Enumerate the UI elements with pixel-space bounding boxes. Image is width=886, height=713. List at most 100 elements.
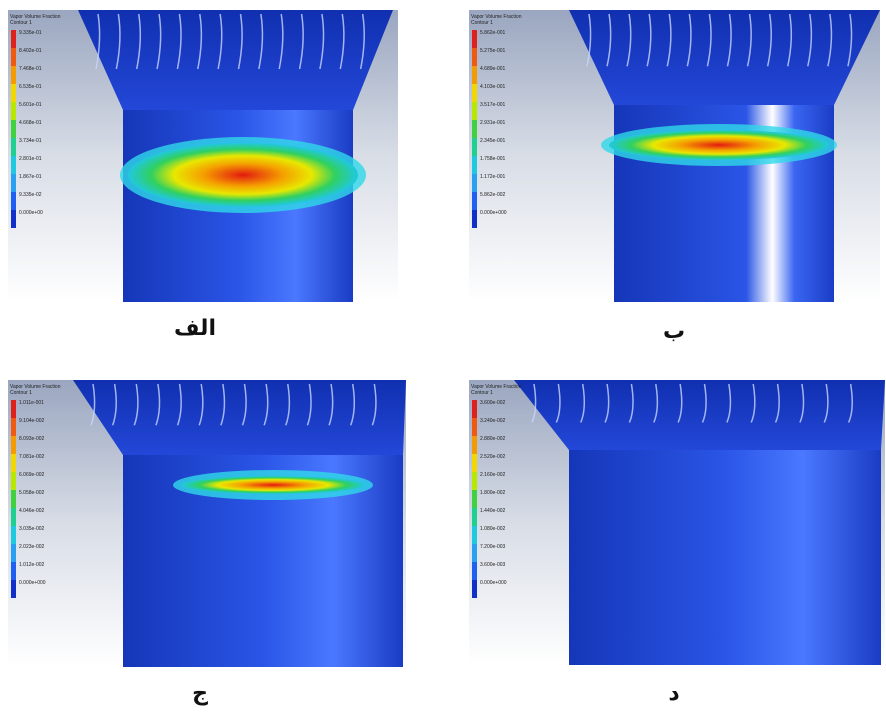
legend-swatch — [472, 138, 477, 156]
legend-swatch — [472, 490, 477, 508]
vapor-band — [609, 130, 829, 160]
legend-value: 1.011e-001 — [19, 400, 44, 406]
legend-value: 2.931e-001 — [480, 120, 506, 126]
legend-swatch — [11, 580, 16, 598]
legend-swatch — [11, 454, 16, 472]
legend-value: 1.758e-001 — [480, 156, 506, 162]
legend-swatch — [472, 156, 477, 174]
legend-swatch — [472, 102, 477, 120]
legend-swatch — [472, 472, 477, 490]
legend-swatch — [472, 120, 477, 138]
legend-value: 5.058e-002 — [19, 490, 45, 496]
legend-value: 3.240e-002 — [480, 418, 506, 424]
legend-swatch — [11, 210, 16, 228]
legend-swatch — [472, 66, 477, 84]
legend-value: 0.000e+000 — [480, 580, 507, 586]
legend-value: 1.867e-01 — [19, 174, 42, 180]
legend-swatch — [11, 490, 16, 508]
legend-swatch — [11, 174, 16, 192]
legend-value: 5.862e-001 — [480, 30, 506, 36]
legend-swatch — [11, 544, 16, 562]
panel-label: ب — [663, 319, 685, 344]
legend-swatch — [11, 66, 16, 84]
legend-swatch — [472, 454, 477, 472]
nozzle — [78, 10, 393, 110]
legend-swatch — [472, 174, 477, 192]
legend-swatch — [11, 138, 16, 156]
panel-label: د — [668, 681, 679, 706]
nozzle — [569, 10, 880, 105]
legend-swatch — [472, 84, 477, 102]
legend-value: 2.160e-002 — [480, 472, 506, 478]
legend-value: 1.440e-002 — [480, 508, 506, 514]
legend-swatch — [11, 192, 16, 210]
cylinder — [569, 450, 881, 665]
nozzle — [514, 380, 885, 450]
legend-value: 5.275e-001 — [480, 48, 506, 54]
legend-value: 3.734e-01 — [19, 138, 42, 144]
legend-swatch — [11, 120, 16, 138]
legend-swatch — [11, 156, 16, 174]
legend-swatch — [472, 210, 477, 228]
legend-value: 5.601e-01 — [19, 102, 42, 108]
legend-swatch — [11, 84, 16, 102]
legend-swatch — [11, 48, 16, 66]
legend-value: 4.103e-001 — [480, 84, 506, 90]
legend-swatch — [472, 526, 477, 544]
nozzle — [73, 380, 406, 455]
legend-value: 0.000e+000 — [480, 210, 507, 216]
legend-swatch — [472, 400, 477, 418]
legend-swatch — [472, 580, 477, 598]
legend-subtitle: Contour 1 — [10, 390, 32, 396]
legend-value: 0.000e+00 — [19, 210, 43, 216]
legend-value: 2.520e-002 — [480, 454, 506, 460]
legend-value: 6.535e-01 — [19, 84, 42, 90]
legend-value: 3.517e-001 — [480, 102, 506, 108]
legend-swatch — [11, 508, 16, 526]
legend-swatch — [11, 436, 16, 454]
vapor-band — [181, 476, 365, 494]
legend-value: 3.035e-002 — [19, 526, 45, 532]
legend-swatch — [11, 526, 16, 544]
legend-swatch — [472, 30, 477, 48]
legend-value: 7.081e-002 — [19, 454, 45, 460]
legend-swatch — [472, 544, 477, 562]
legend-swatch — [11, 472, 16, 490]
legend-value: 3.600e-003 — [480, 562, 506, 568]
legend-subtitle: Contour 1 — [10, 20, 32, 26]
legend-swatch — [472, 508, 477, 526]
legend-value: 5.862e-002 — [480, 192, 506, 198]
legend-swatch — [11, 418, 16, 436]
legend-value: 2.345e-001 — [480, 138, 506, 144]
legend-swatch — [11, 400, 16, 418]
legend-value: 1.800e-002 — [480, 490, 506, 496]
legend-value: 9.335e-01 — [19, 30, 42, 36]
legend-value: 4.046e-002 — [19, 508, 45, 514]
legend-value: 9.104e-002 — [19, 418, 45, 424]
legend-subtitle: Contour 1 — [471, 20, 493, 26]
legend-swatch — [472, 562, 477, 580]
legend-value: 1.172e-001 — [480, 174, 506, 180]
legend-swatch — [472, 418, 477, 436]
legend-value: 2.801e-01 — [19, 156, 42, 162]
legend-value: 0.000e+000 — [19, 580, 46, 586]
legend-value: 6.069e-002 — [19, 472, 45, 478]
legend-subtitle: Contour 1 — [471, 390, 493, 396]
legend-value: 2.023e-002 — [19, 544, 45, 550]
panel-label: الف — [174, 316, 216, 341]
legend-value: 7.468e-01 — [19, 66, 42, 72]
legend-value: 4.689e-001 — [480, 66, 506, 72]
legend-value: 4.668e-01 — [19, 120, 42, 126]
legend-value: 9.335e-02 — [19, 192, 42, 198]
legend-swatch — [472, 436, 477, 454]
legend-value: 1.080e-002 — [480, 526, 506, 532]
legend-value: 2.880e-002 — [480, 436, 506, 442]
legend-swatch — [472, 192, 477, 210]
legend-value: 8.093e-002 — [19, 436, 45, 442]
vapor-band — [128, 143, 358, 207]
legend-swatch — [11, 102, 16, 120]
